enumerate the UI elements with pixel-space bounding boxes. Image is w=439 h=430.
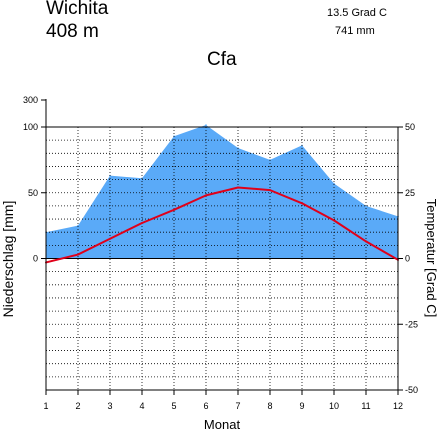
right-tick-label: 0 — [405, 254, 410, 264]
temperature-point — [141, 221, 143, 224]
temperature-point — [173, 208, 175, 211]
right-axis-label: Temperatur [Grad C] — [424, 199, 439, 318]
x-tick-label: 8 — [267, 401, 272, 411]
x-tick-label: 11 — [361, 401, 370, 411]
left-axis-label: Niederschlag [mm] — [0, 201, 16, 318]
temperature-point — [333, 219, 335, 222]
x-tick-label: 7 — [235, 401, 240, 411]
temperature-layer — [45, 186, 399, 264]
x-tick-label: 12 — [393, 401, 403, 411]
x-tick-label: 9 — [299, 401, 304, 411]
mean-temperature: 13.5 Grad C — [327, 7, 387, 19]
right-tick-label: -25 — [405, 319, 418, 329]
station-elevation: 408 m — [46, 21, 99, 42]
left-tick-label: 0 — [33, 254, 38, 264]
x-tick-label: 1 — [43, 401, 48, 411]
precipitation-point — [205, 124, 207, 126]
precipitation-point — [333, 182, 335, 185]
x-tick-label: 4 — [139, 401, 144, 411]
left-tick-label: 50 — [28, 188, 38, 198]
right-tick-label: 50 — [405, 122, 415, 132]
x-tick-label: 6 — [203, 401, 208, 411]
annual-precipitation: 741 mm — [335, 25, 375, 37]
x-tick-label: 2 — [75, 401, 80, 411]
x-tick-label: 5 — [171, 401, 176, 411]
right-tick-label: -50 — [405, 385, 418, 395]
temperature-point — [301, 202, 303, 205]
x-tick-label: 10 — [329, 401, 339, 411]
left-tick-label: 300 — [23, 95, 38, 105]
right-tick-label: 25 — [405, 188, 415, 198]
temperature-point — [77, 253, 79, 256]
grid-layer — [46, 127, 398, 390]
temperature-line — [45, 186, 399, 264]
temperature-point — [365, 240, 367, 243]
temperature-point — [205, 194, 207, 197]
x-axis-label: Monat — [204, 417, 241, 430]
left-tick-label: 100 — [23, 122, 38, 132]
climate-classification: Cfa — [207, 49, 237, 70]
temperature-point — [109, 237, 111, 240]
temperature-point — [269, 189, 271, 192]
x-tick-label: 3 — [107, 401, 112, 411]
station-name: Wichita — [46, 0, 109, 19]
temperature-point — [237, 186, 239, 189]
